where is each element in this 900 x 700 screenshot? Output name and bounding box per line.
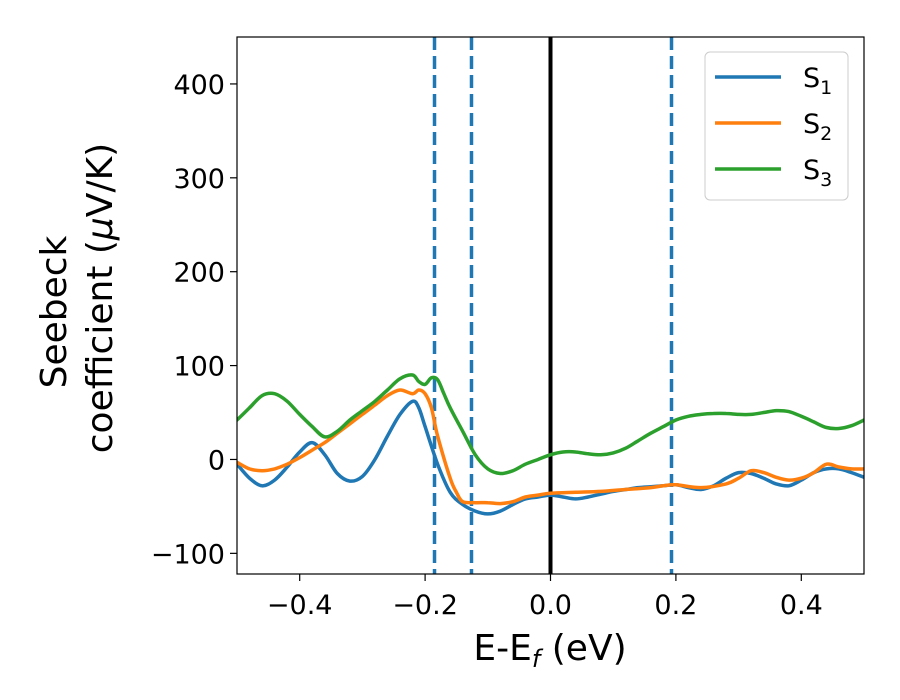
y-tick-label: 100	[173, 352, 225, 383]
series-line-s1	[237, 399, 864, 516]
legend-box	[704, 51, 849, 201]
y-tick-label: 300	[173, 164, 225, 195]
y-tick-label: 0	[208, 445, 225, 476]
y-axis-ticks: −100 0 100 200 300 400	[151, 70, 237, 570]
y-tick-label: −100	[151, 539, 225, 570]
y-tick-label: 200	[173, 258, 225, 289]
x-axis-ticks: −0.4 −0.2 0.0 0.2 0.4	[267, 574, 823, 621]
series-line-s3	[237, 373, 864, 476]
series-lines	[237, 373, 864, 516]
x-tick-label: −0.2	[392, 590, 458, 621]
x-tick-label: −0.4	[267, 590, 333, 621]
y-axis-title: Seebeck coefficient (μV/K)	[34, 143, 121, 453]
x-tick-label: 0.0	[529, 590, 572, 621]
x-axis-title: E-Ef (eV)	[473, 628, 626, 673]
legend-label-s2: S2	[803, 109, 832, 145]
y-axis-title-line1: Seebeck	[34, 235, 75, 388]
y-tick-label: 400	[173, 70, 225, 101]
legend-label-s3: S3	[803, 155, 832, 191]
y-axis-title-line2: coefficient (μV/K)	[80, 143, 121, 453]
legend-label-s1: S1	[803, 63, 832, 99]
legend: S1 S2 S3	[704, 51, 849, 201]
x-tick-label: 0.2	[654, 590, 697, 621]
x-tick-label: 0.4	[780, 590, 823, 621]
